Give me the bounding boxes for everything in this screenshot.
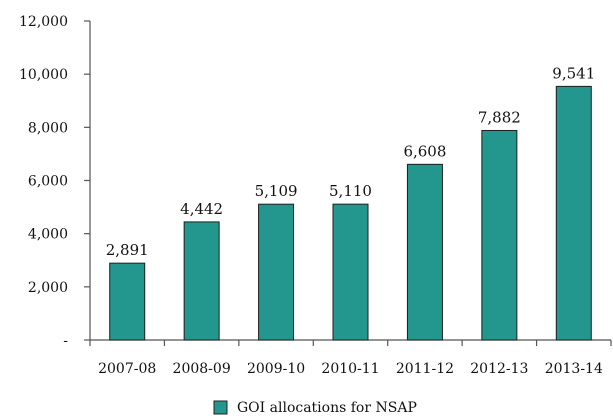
y-tick-label: - <box>63 333 68 349</box>
y-tick-label: 2,000 <box>28 280 68 296</box>
bar-value-labels: 2,891 4,442 5,109 5,110 6,608 7,882 9,541 <box>106 64 596 259</box>
y-tick-label: 8,000 <box>28 120 68 136</box>
bar <box>258 203 295 341</box>
bar <box>555 85 592 341</box>
x-tick-label: 2013-14 <box>545 361 603 377</box>
x-tick-label: 2007-08 <box>98 361 156 377</box>
bar-value-label: 5,110 <box>329 182 372 200</box>
bar <box>183 221 220 341</box>
x-tick-label: 2010-11 <box>321 361 379 377</box>
bar-series <box>109 85 592 341</box>
x-tick-label: 2009-10 <box>247 361 305 377</box>
legend: GOI allocations for NSAP <box>213 400 417 416</box>
y-tick-label: 6,000 <box>28 174 68 190</box>
x-tick-label: 2012-13 <box>470 361 528 377</box>
x-tick-label: 2008-09 <box>173 361 231 377</box>
legend-swatch <box>213 400 228 415</box>
y-axis-ticks: - 2,000 4,000 6,000 8,000 10,000 12,000 <box>19 14 90 349</box>
y-tick-label: 4,000 <box>28 227 68 243</box>
y-tick-label: 10,000 <box>19 67 68 83</box>
y-tick-label: 12,000 <box>19 14 68 30</box>
legend-label: GOI allocations for NSAP <box>237 400 417 416</box>
bar-value-label: 7,882 <box>478 108 521 126</box>
bar-value-label: 9,541 <box>552 64 595 82</box>
bar-value-label: 5,109 <box>255 182 298 200</box>
x-axis-ticks: 2007-08 2008-09 2009-10 2010-11 2011-12 2012-… <box>89 340 612 377</box>
bar <box>481 129 518 341</box>
bar-value-label: 4,442 <box>180 200 223 218</box>
bar-value-label: 6,608 <box>403 142 446 160</box>
bar <box>109 262 146 341</box>
bar-value-label: 2,891 <box>106 241 149 259</box>
bar <box>406 163 443 341</box>
x-tick-label: 2011-12 <box>396 361 454 377</box>
bar <box>332 203 369 341</box>
